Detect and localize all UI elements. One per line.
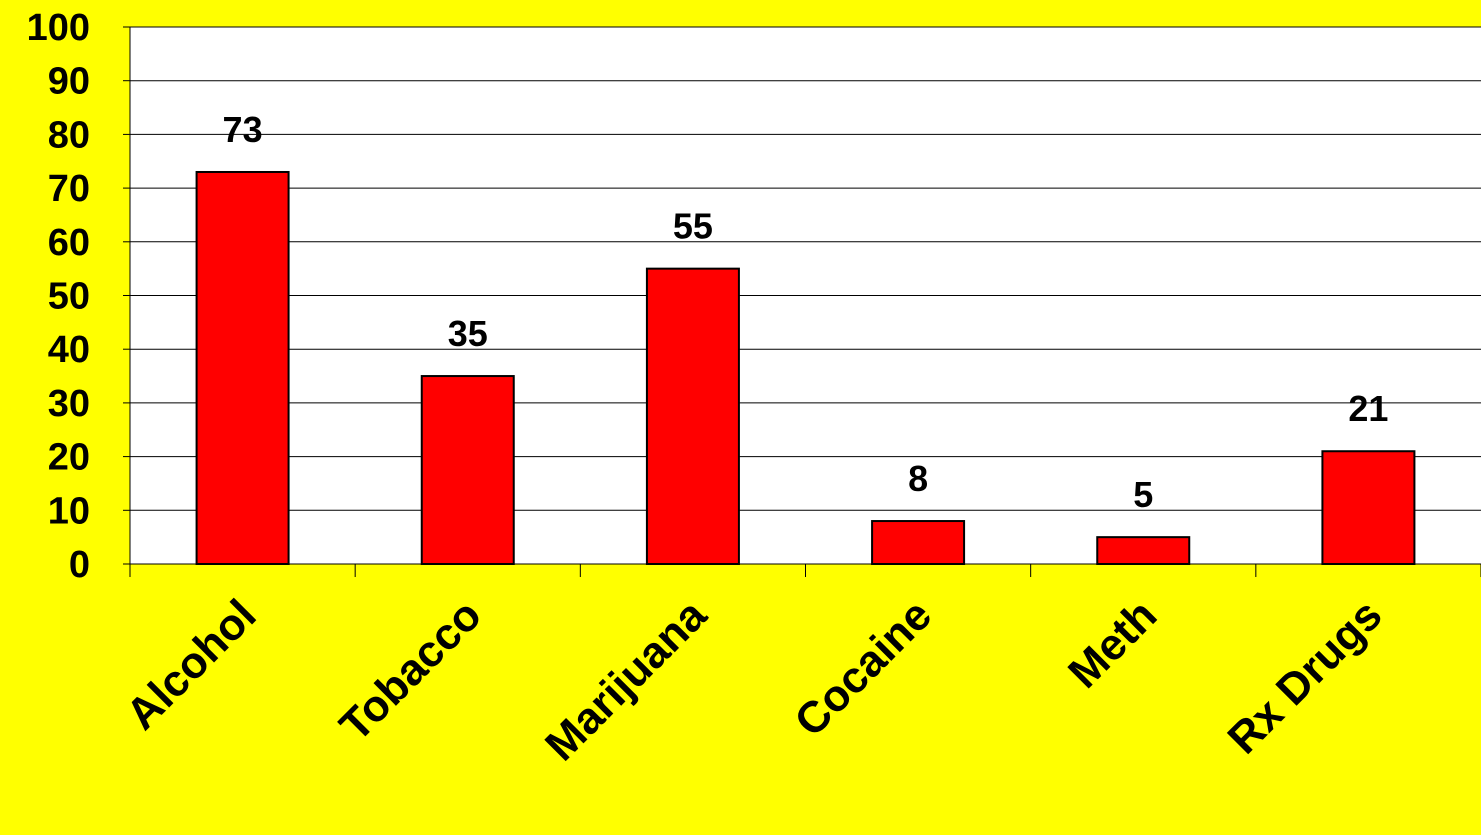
x-tick-label: Alcohol [117,590,266,739]
x-tick-label: Meth [1059,590,1166,697]
data-label: 21 [1348,388,1388,429]
x-tick-label: Rx Drugs [1219,590,1392,763]
bar-rx-drugs [1321,450,1416,566]
y-tick-label: 20 [48,437,90,479]
y-tick-label: 30 [48,383,90,425]
data-label: 73 [223,109,263,150]
bar-cocaine [871,520,966,565]
gridlines [130,26,1481,511]
y-tick-label: 100 [27,7,90,49]
y-tick-label: 70 [48,168,90,210]
data-label: 5 [1133,474,1153,515]
x-tick-label: Tobacco [331,590,491,750]
data-label: 8 [908,458,928,499]
bar-tobacco [420,375,515,565]
x-tick-label: Marijuana [536,590,716,770]
x-tick-label: Cocaine [785,590,941,746]
y-tick-label: 40 [48,329,90,371]
y-tick-label: 80 [48,114,90,156]
y-tick-label: 60 [48,222,90,264]
y-tick-label: 50 [48,276,90,318]
bar-marijuana [645,267,740,565]
y-axis: 0 10 20 30 40 50 60 70 80 90 100 [27,7,131,586]
bar-alcohol [195,170,290,566]
data-labels: 73 35 55 8 5 21 [223,109,1389,515]
data-label: 55 [673,206,713,247]
y-tick-label: 0 [69,544,90,586]
y-tick-label: 10 [48,490,90,532]
data-label: 35 [448,313,488,354]
bars [195,170,1416,566]
bar-meth [1096,536,1191,566]
x-axis: Alcohol Tobacco Marijuana Cocaine Meth Rx Dru… [117,563,1481,770]
y-tick-label: 90 [48,61,90,103]
